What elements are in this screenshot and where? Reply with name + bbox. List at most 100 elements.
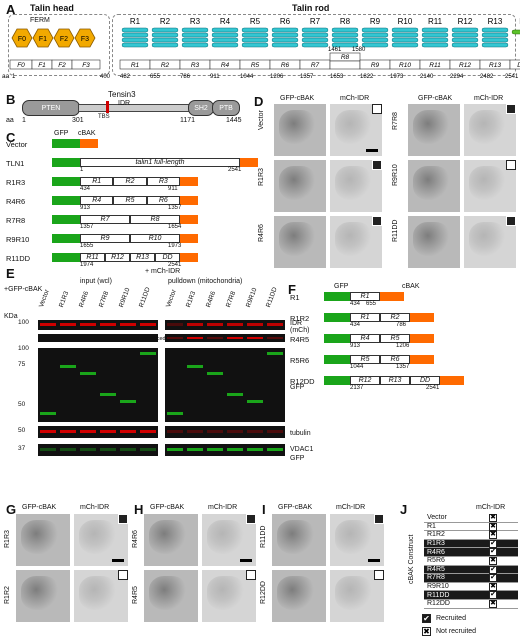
rod-title-r9: R9 bbox=[370, 17, 381, 26]
c-box-6-0: R11 bbox=[80, 253, 105, 262]
c-cbak-header: cBAK bbox=[78, 130, 96, 137]
rod-box-label-11: R12 bbox=[459, 62, 471, 69]
f-row-name-1: R1R2 bbox=[290, 314, 310, 323]
tensin-sh2: SH2 bbox=[188, 100, 214, 116]
e-band-idr-pd-3 bbox=[227, 323, 243, 326]
c-row-name-4: R7R8 bbox=[6, 216, 26, 225]
rod-helix-10-1 bbox=[391, 27, 419, 33]
tensin-idr bbox=[78, 104, 190, 112]
e-band-vdac-in-0 bbox=[40, 448, 56, 451]
panelH-idr-1-corner-mark bbox=[246, 570, 256, 580]
e-marker-3: 50 bbox=[18, 401, 26, 408]
d-right-idr-1 bbox=[464, 160, 516, 212]
c-box-2-0: R1 bbox=[80, 177, 114, 186]
e-band-idr-pd-1 bbox=[187, 323, 203, 326]
rod-helix-2-1 bbox=[151, 27, 179, 33]
c-end-1: 2541 bbox=[228, 167, 242, 173]
e-band-tub-in-3 bbox=[100, 430, 116, 433]
rod-helix-11-4 bbox=[421, 42, 449, 48]
e-strip-in-4 bbox=[38, 444, 158, 456]
head-box-label-0: F0 bbox=[17, 62, 25, 69]
f-start-0: 434 bbox=[350, 301, 361, 307]
e-strip-in-3 bbox=[38, 426, 158, 438]
a-aa-label: aa bbox=[2, 73, 10, 80]
panelG-idr-1 bbox=[74, 570, 128, 622]
rod-box-label-5: R6 bbox=[281, 62, 290, 69]
panel-j-letter: J bbox=[400, 502, 408, 517]
c-box-2-2: R3 bbox=[146, 177, 180, 186]
c-end-6: 2541 bbox=[168, 262, 182, 268]
j-row-mark-3: ✔ bbox=[489, 539, 497, 548]
j-row-name-2: R1R2 bbox=[424, 531, 468, 540]
f-end-1: 786 bbox=[396, 322, 407, 328]
rod-helix-10-4 bbox=[391, 42, 419, 48]
c-end-4: 1654 bbox=[168, 224, 182, 230]
rod-helix-7-1 bbox=[301, 27, 329, 33]
c-box-3-1: R5 bbox=[113, 196, 147, 205]
d-right-idr-2-corner-mark bbox=[506, 216, 516, 226]
c-gfp-bar-2 bbox=[52, 177, 80, 186]
rod-title-r8: R8 bbox=[340, 17, 351, 26]
e-marker-2: 75 bbox=[18, 361, 26, 368]
rod-helix-6-3 bbox=[271, 37, 299, 43]
f-box-0-0: R1 bbox=[350, 292, 380, 301]
f-row-name-0: R1 bbox=[290, 293, 300, 302]
j-row-val-7: ✔ bbox=[468, 574, 518, 583]
j-legend-not-mark: ✖ bbox=[422, 626, 431, 636]
rod-box-label-8: R9 bbox=[371, 62, 380, 69]
j-legend-recruited: Recruited bbox=[436, 614, 466, 622]
f-cbak-bar-1 bbox=[410, 313, 434, 322]
a-aa-num-11: 1973 bbox=[390, 74, 404, 80]
j-side-label: cBAK Construct bbox=[408, 534, 415, 584]
c-row-name-2: R1R3 bbox=[6, 178, 26, 187]
a-aa-num-10: 1822 bbox=[360, 74, 374, 80]
f-end-3: 1357 bbox=[396, 364, 410, 370]
e-band-idr-in-1 bbox=[60, 323, 76, 326]
g2-row-1: R12DD bbox=[260, 581, 267, 604]
e-band-gfp-pd-4 bbox=[247, 400, 263, 403]
e-band-vdac-pd-3 bbox=[227, 448, 243, 451]
rod-box-label-6: R7 bbox=[311, 62, 320, 69]
panelG-gfp-1 bbox=[16, 570, 70, 622]
c-gfp-header: GFP bbox=[54, 130, 69, 137]
f-gfp-bar-0 bbox=[324, 292, 350, 301]
panel-a-letter: A bbox=[6, 2, 16, 17]
c-start-5: 1655 bbox=[80, 243, 94, 249]
j-row-val-0: ✖ bbox=[468, 514, 518, 523]
rod-helix-7-4 bbox=[301, 42, 329, 48]
e-band-gfp-pd-0 bbox=[167, 412, 183, 415]
rod-helix-3-4 bbox=[181, 42, 209, 48]
j-row-mark-6: ✔ bbox=[489, 565, 497, 574]
j-row-name-5: R5R6 bbox=[424, 557, 468, 566]
rod-helix-11-2 bbox=[421, 32, 449, 38]
c-row-name-6: R11DD bbox=[6, 254, 31, 263]
rod-helix-1-3 bbox=[121, 37, 149, 43]
e-band-gfp-pd-3 bbox=[227, 393, 243, 396]
c-end-2: 911 bbox=[168, 186, 178, 192]
f-box-3-0: R5 bbox=[350, 355, 380, 364]
panel-i-letter: I bbox=[262, 502, 266, 517]
e-band-idr-in-2 bbox=[80, 323, 96, 326]
panel-c-letter: C bbox=[6, 130, 16, 145]
e-band-idr-pd-5 bbox=[267, 323, 283, 326]
f-end-2: 1206 bbox=[396, 343, 410, 349]
d-row-left-1: R1R3 bbox=[258, 168, 265, 186]
c-gfp-bar-5 bbox=[52, 234, 80, 243]
j-row-mark-1: ✖ bbox=[489, 522, 497, 531]
panel-g-letter: G bbox=[6, 502, 17, 517]
c-box-5-1: R10 bbox=[130, 234, 180, 243]
rod-helix-5-4 bbox=[241, 42, 269, 48]
d-row-left-2: R4R6 bbox=[258, 224, 265, 242]
c-box-4-1: R8 bbox=[130, 215, 180, 224]
e-band-tub-pd-0 bbox=[167, 430, 183, 433]
e-band-vdac-pd-0 bbox=[167, 448, 183, 451]
e-band-idr-in-0 bbox=[40, 323, 56, 326]
panelH-idr-0-scale-bar bbox=[240, 559, 252, 562]
c-end-3: 1357 bbox=[168, 205, 182, 211]
c-cbak-bar-2 bbox=[180, 177, 198, 186]
j-row-val-5: ✖ bbox=[468, 557, 518, 566]
j-row-mark-9: ✔ bbox=[489, 591, 497, 600]
e-marker-5: 37 bbox=[18, 445, 26, 452]
rod-helix-6-2 bbox=[271, 32, 299, 38]
e-lane-pd-4: R9R10 bbox=[245, 286, 259, 309]
